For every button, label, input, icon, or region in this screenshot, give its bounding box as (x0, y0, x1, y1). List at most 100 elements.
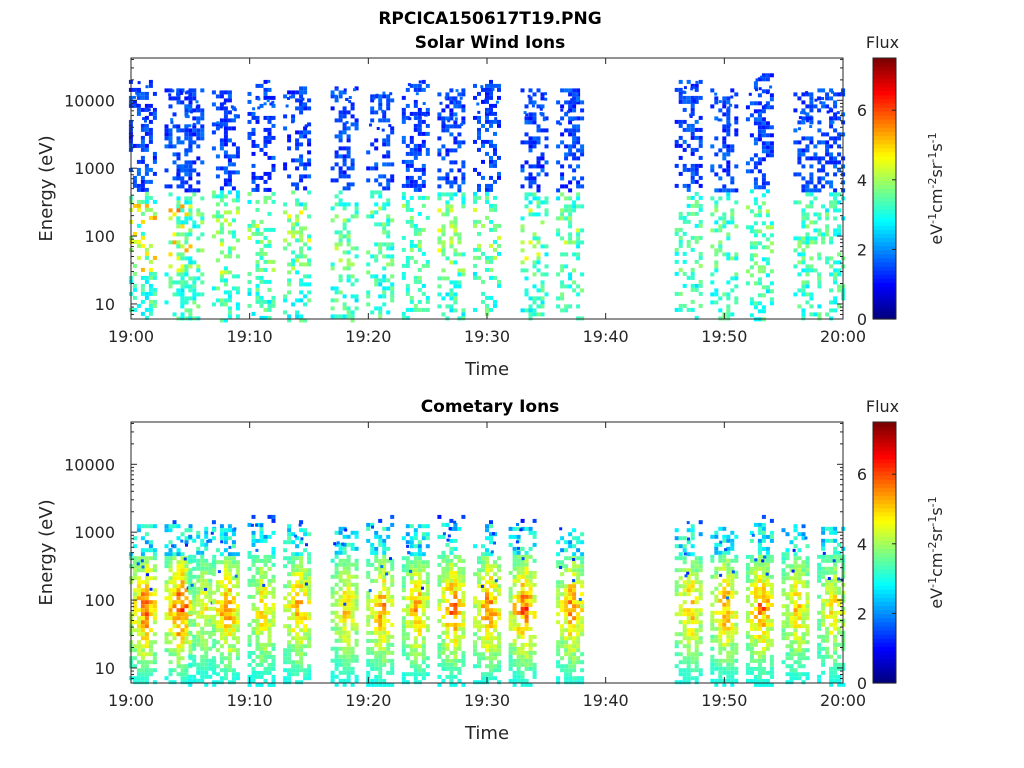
heatmap-cell (413, 608, 418, 613)
heatmap-cell (350, 682, 355, 687)
heatmap-cell (453, 658, 458, 663)
heatmap-cell (354, 582, 359, 587)
heatmap-cell (200, 614, 205, 619)
heatmap-cell (508, 666, 513, 671)
heatmap-cell (516, 666, 521, 671)
heatmap-cell (219, 552, 224, 557)
heatmap-cell (176, 548, 181, 553)
heatmap-cell (512, 650, 517, 655)
heatmap-cell (295, 310, 300, 315)
heatmap-cell (580, 100, 585, 105)
heatmap-cell (753, 101, 758, 106)
heatmap-cell (180, 168, 185, 173)
heatmap-cell (453, 626, 458, 631)
heatmap-cell (753, 117, 758, 122)
heatmap-cell (532, 264, 537, 269)
colorbar-tick-label: 2 (857, 240, 867, 259)
heatmap-cell (497, 119, 501, 124)
heatmap-cell (200, 666, 205, 671)
heatmap-cell (813, 240, 818, 245)
heatmap-cell (516, 598, 521, 603)
heatmap-cell (259, 610, 264, 615)
heatmap-cell (734, 128, 739, 133)
heatmap-cell (223, 202, 228, 207)
heatmap-cell (219, 102, 224, 107)
heatmap-cell (374, 146, 379, 151)
heatmap-cell (413, 680, 418, 685)
heatmap-cell (231, 564, 236, 569)
heatmap-cell (259, 654, 264, 659)
heatmap-cell (184, 128, 189, 133)
heatmap-cell (449, 88, 454, 93)
heatmap-cell (580, 176, 585, 181)
heatmap-cell (295, 182, 300, 187)
heatmap-cell (136, 596, 141, 601)
heatmap-cell (223, 278, 228, 283)
heatmap-cell (188, 622, 193, 627)
heatmap-cell (481, 656, 485, 661)
heatmap-cell (184, 232, 189, 237)
heatmap-cell (516, 662, 521, 667)
heatmap-cell (132, 560, 137, 565)
heatmap-cell (299, 174, 304, 179)
heatmap-cell (200, 554, 205, 559)
heatmap-cell (378, 310, 383, 315)
heatmap-cell (568, 104, 572, 108)
heatmap-cell (172, 160, 177, 165)
heatmap-cell (223, 576, 228, 581)
heatmap-cell (215, 628, 220, 633)
heatmap-cell (694, 163, 699, 168)
heatmap-cell (813, 312, 818, 317)
heatmap-cell (334, 202, 339, 207)
heatmap-cell (180, 140, 185, 145)
heatmap-cell (417, 243, 422, 248)
heatmap-cell (374, 626, 379, 631)
heatmap-cell (263, 307, 268, 312)
heatmap-cell (765, 245, 770, 250)
heatmap-cell (200, 570, 205, 575)
heatmap-cell (532, 300, 537, 305)
heatmap-cell (821, 204, 826, 209)
heatmap-cell (453, 546, 458, 551)
heatmap-cell (390, 162, 395, 167)
heatmap-cell (208, 594, 213, 599)
heatmap-cell (188, 568, 193, 573)
heatmap-cell (176, 156, 181, 161)
heatmap-cell (493, 223, 497, 228)
heatmap-cell (271, 227, 276, 232)
heatmap-cell (144, 660, 149, 665)
heatmap-cell (493, 572, 497, 577)
heatmap-cell (132, 676, 137, 681)
heatmap-cell (801, 108, 806, 113)
heatmap-cell (536, 136, 541, 141)
heatmap-cell (196, 268, 201, 273)
heatmap-cell (418, 80, 422, 84)
heatmap-cell (682, 95, 687, 100)
heatmap-cell (338, 278, 343, 283)
heatmap-cell (346, 594, 351, 599)
heatmap-cell (184, 136, 189, 141)
heatmap-cell (303, 262, 308, 267)
heatmap-cell (132, 656, 137, 661)
heatmap-cell (374, 546, 379, 551)
heatmap-cell (401, 556, 406, 561)
heatmap-cell (176, 292, 181, 297)
heatmap-cell (493, 588, 497, 593)
heatmap-cell (489, 123, 493, 128)
heatmap-cell (374, 674, 379, 679)
heatmap-cell (287, 624, 292, 629)
heatmap-cell (192, 192, 197, 197)
heatmap-cell (576, 180, 581, 185)
heatmap-cell (374, 534, 379, 539)
heatmap-cell (342, 682, 347, 687)
heatmap-cell (184, 216, 189, 221)
heatmap-cell (445, 124, 450, 129)
heatmap-cell (512, 662, 517, 667)
heatmap-cell (251, 674, 256, 679)
heatmap-cell (449, 124, 454, 129)
heatmap-cell (152, 616, 157, 621)
heatmap-cell (524, 526, 529, 531)
heatmap-cell (437, 152, 442, 157)
heatmap-cell (195, 105, 199, 109)
heatmap-cell (689, 113, 693, 117)
